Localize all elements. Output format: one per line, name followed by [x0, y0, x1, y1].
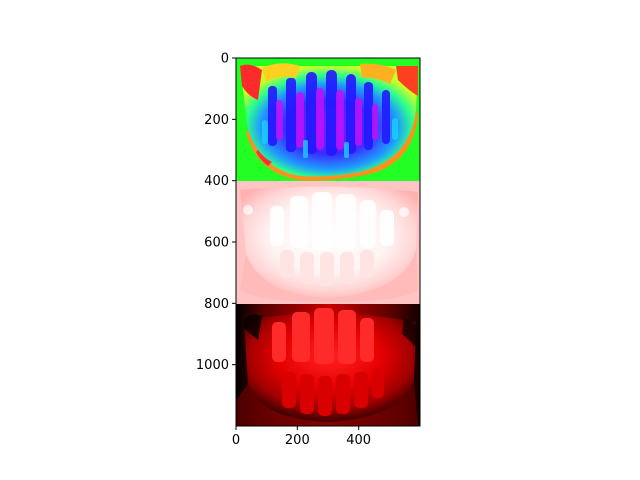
x-axis: 0 200 400: [232, 426, 371, 448]
y-tick-label: 0: [221, 52, 229, 67]
y-tick-label: 200: [204, 113, 229, 128]
image-area: [236, 58, 420, 426]
panel-red: [236, 304, 420, 426]
y-tick-label: 800: [204, 297, 229, 312]
y-tick-label: 600: [204, 236, 229, 251]
panel-pink: [236, 181, 420, 304]
x-tick-label: 0: [232, 433, 240, 448]
y-axis: 0 200 400 600 800 1000: [196, 52, 236, 373]
y-tick-label: 1000: [196, 358, 229, 373]
panel-hsv: [236, 58, 420, 181]
x-tick-label: 200: [285, 433, 310, 448]
y-tick-label: 400: [204, 174, 229, 189]
x-tick-label: 400: [346, 433, 371, 448]
